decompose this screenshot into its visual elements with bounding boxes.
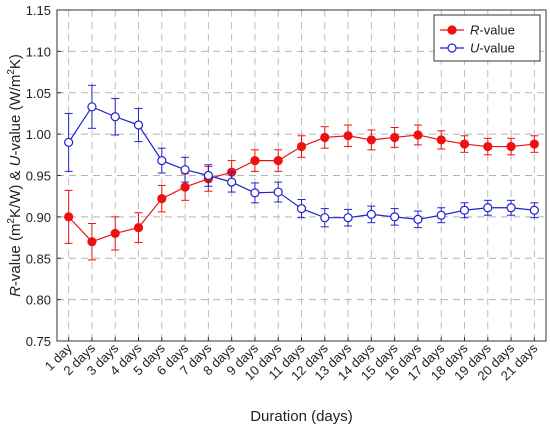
data-point-u-value: [459, 205, 470, 215]
data-point-r-value: [110, 228, 120, 239]
data-point-r-value: [180, 182, 190, 192]
data-point-u-value: [296, 204, 307, 214]
y-tick-label: 1.05: [26, 86, 51, 101]
legend-label-u-value: U-value: [470, 41, 515, 56]
series-r-value: [64, 124, 539, 261]
data-point-u-value: [64, 137, 74, 147]
data-point-r-value: [459, 139, 470, 149]
data-point-r-value: [413, 130, 423, 140]
series-layer: [64, 84, 539, 261]
data-point-r-value: [157, 194, 167, 204]
data-point-r-value: [64, 212, 74, 222]
data-point-r-value: [390, 132, 400, 143]
series-u-value: [64, 84, 539, 229]
data-point-r-value: [296, 141, 307, 152]
y-tick-label: 0.85: [26, 251, 51, 266]
data-point-u-value: [250, 188, 260, 198]
legend: R-value U-value: [433, 14, 541, 62]
data-point-u-value: [506, 203, 516, 213]
data-point-r-value: [529, 139, 539, 149]
y-tick-label: 0.80: [26, 293, 51, 308]
data-point-r-value: [483, 141, 493, 152]
data-point-u-value: [273, 187, 283, 197]
data-point-u-value: [203, 170, 213, 181]
data-point-u-value: [529, 205, 539, 215]
data-point-r-value: [343, 131, 353, 141]
x-axis-label: Duration (days): [250, 408, 353, 425]
legend-marker-r-value: [447, 25, 457, 35]
data-point-u-value: [133, 120, 144, 130]
y-tick-label: 1.00: [26, 127, 51, 142]
data-point-u-value: [157, 156, 167, 166]
data-point-u-value: [227, 177, 237, 187]
data-point-r-value: [250, 156, 260, 166]
data-point-u-value: [436, 210, 446, 220]
y-tick-label: 0.90: [26, 210, 51, 225]
data-point-r-value: [320, 132, 330, 143]
y-tick-label: 1.15: [26, 3, 51, 18]
y-axis-label: R-value (m2K/W) & U-value (W/m2K): [6, 54, 24, 297]
data-point-r-value: [87, 237, 97, 247]
data-point-r-value: [506, 141, 516, 152]
legend-marker-u-value: [447, 43, 457, 53]
y-tick-label: 1.10: [26, 44, 51, 59]
data-point-u-value: [110, 112, 120, 122]
legend-label-r-value: R-value: [470, 23, 515, 38]
data-point-u-value: [320, 213, 330, 223]
legend-box: [433, 14, 541, 62]
data-point-u-value: [87, 102, 97, 112]
data-point-u-value: [366, 209, 376, 219]
y-tick-label: 0.75: [26, 334, 51, 349]
data-point-u-value: [343, 213, 353, 223]
y-tick-label: 0.95: [26, 169, 51, 184]
data-point-u-value: [413, 214, 423, 224]
data-point-u-value: [483, 203, 493, 213]
data-point-r-value: [436, 135, 446, 145]
data-point-r-value: [366, 135, 376, 145]
data-point-r-value: [273, 156, 283, 166]
data-point-r-value: [133, 223, 144, 233]
data-point-u-value: [390, 212, 400, 222]
data-point-u-value: [180, 165, 190, 175]
